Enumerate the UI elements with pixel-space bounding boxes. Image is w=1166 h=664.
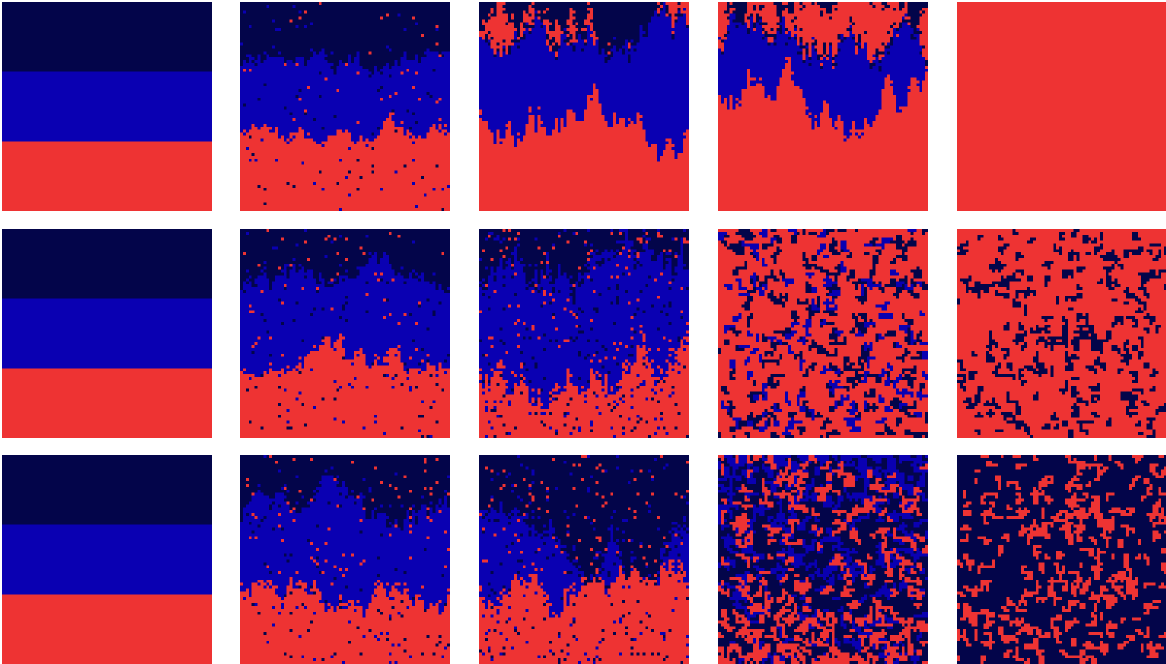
lattice-panel-r1-c5 <box>957 2 1166 211</box>
lattice-image <box>240 229 450 438</box>
lattice-image <box>2 2 212 211</box>
lattice-panel-r3-c5 <box>957 455 1166 664</box>
lattice-panel-r1-c4 <box>718 2 928 211</box>
lattice-image <box>957 229 1166 438</box>
lattice-image <box>957 455 1166 664</box>
lattice-panel-r3-c3 <box>479 455 689 664</box>
lattice-image <box>479 2 689 211</box>
lattice-panel-r2-c1 <box>2 229 212 438</box>
lattice-image <box>718 455 928 664</box>
lattice-image <box>240 455 450 664</box>
lattice-panel-r3-c4 <box>718 455 928 664</box>
lattice-panel-r1-c3 <box>479 2 689 211</box>
lattice-image <box>479 229 689 438</box>
lattice-panel-r2-c5 <box>957 229 1166 438</box>
lattice-image <box>957 2 1166 211</box>
lattice-image <box>2 455 212 664</box>
lattice-image <box>718 229 928 438</box>
lattice-image <box>479 455 689 664</box>
lattice-image <box>2 229 212 438</box>
lattice-panel-r2-c4 <box>718 229 928 438</box>
lattice-image <box>240 2 450 211</box>
lattice-image <box>718 2 928 211</box>
lattice-panel-r2-c2 <box>240 229 450 438</box>
lattice-panel-r2-c3 <box>479 229 689 438</box>
lattice-panel-r1-c2 <box>240 2 450 211</box>
lattice-panel-r3-c2 <box>240 455 450 664</box>
lattice-panel-r3-c1 <box>2 455 212 664</box>
lattice-panel-r1-c1 <box>2 2 212 211</box>
